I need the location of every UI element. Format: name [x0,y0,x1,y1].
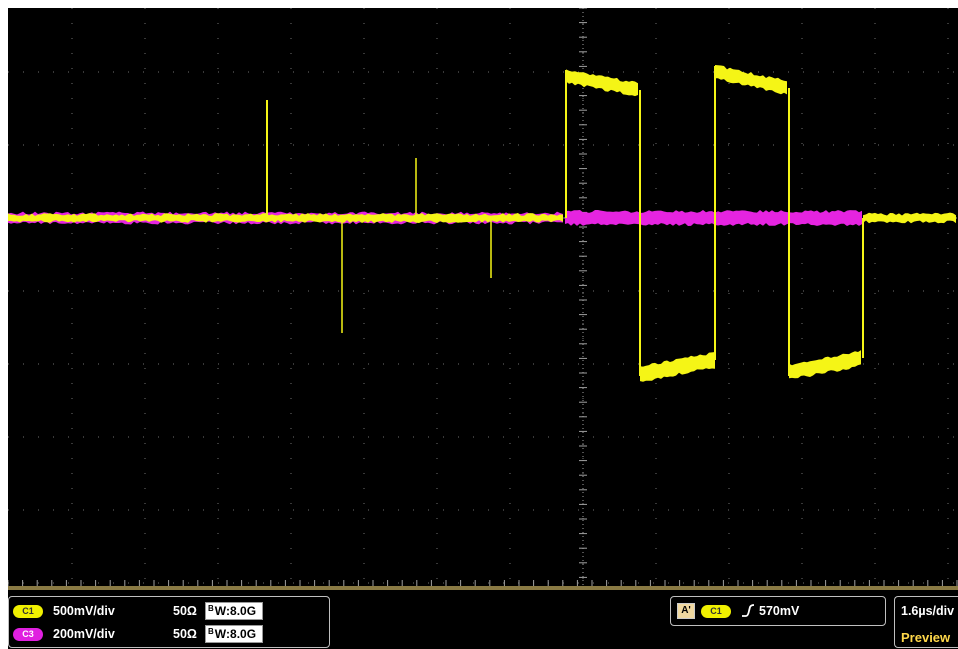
channel-3-badge[interactable]: C3 [13,628,43,641]
trigger-panel[interactable]: A' C1 570mV [670,596,886,626]
channel-1-pulse-high [715,65,787,94]
channel-settings-panel[interactable]: C1 500mV/div 50Ω B W:8.0G C3 200mV/div 50… [8,596,330,648]
channel-1-pulse-low [640,352,715,382]
channel-1-row: C1 500mV/div 50Ω B W:8.0G [13,601,263,621]
trigger-row: A' C1 570mV [677,601,799,621]
trigger-level: 570mV [759,604,799,618]
acquisition-mode: Preview [901,627,950,647]
status-bar: C1 500mV/div 50Ω B W:8.0G C3 200mV/div 50… [8,590,958,649]
channel-3-row: C3 200mV/div 50Ω B W:8.0G [13,624,263,644]
channel-3-bandwidth: B W:8.0G [205,625,263,643]
channel-3-impedance: 50Ω [173,627,197,641]
channel-1-pulse-low [789,350,861,378]
channel-3-trace-active [565,210,862,226]
channel-1-trace-baseline-right [863,213,956,224]
waveform-display[interactable] [8,8,958,586]
trigger-mode-badge: A' [677,603,695,619]
channel-1-pulse-high [566,69,638,96]
trigger-source-badge: C1 [701,605,731,618]
rising-edge-icon [741,604,755,618]
channel-1-badge[interactable]: C1 [13,605,43,618]
channel-1-bandwidth: B W:8.0G [205,602,263,620]
channel-1-scale: 500mV/div [53,604,173,618]
channel-3-scale: 200mV/div [53,627,173,641]
channel-1-impedance: 50Ω [173,604,197,618]
timebase-scale: 1.6µs/div [901,601,954,621]
timebase-panel[interactable]: 1.6µs/div Preview [894,596,958,648]
waveform-graticule [8,8,958,586]
